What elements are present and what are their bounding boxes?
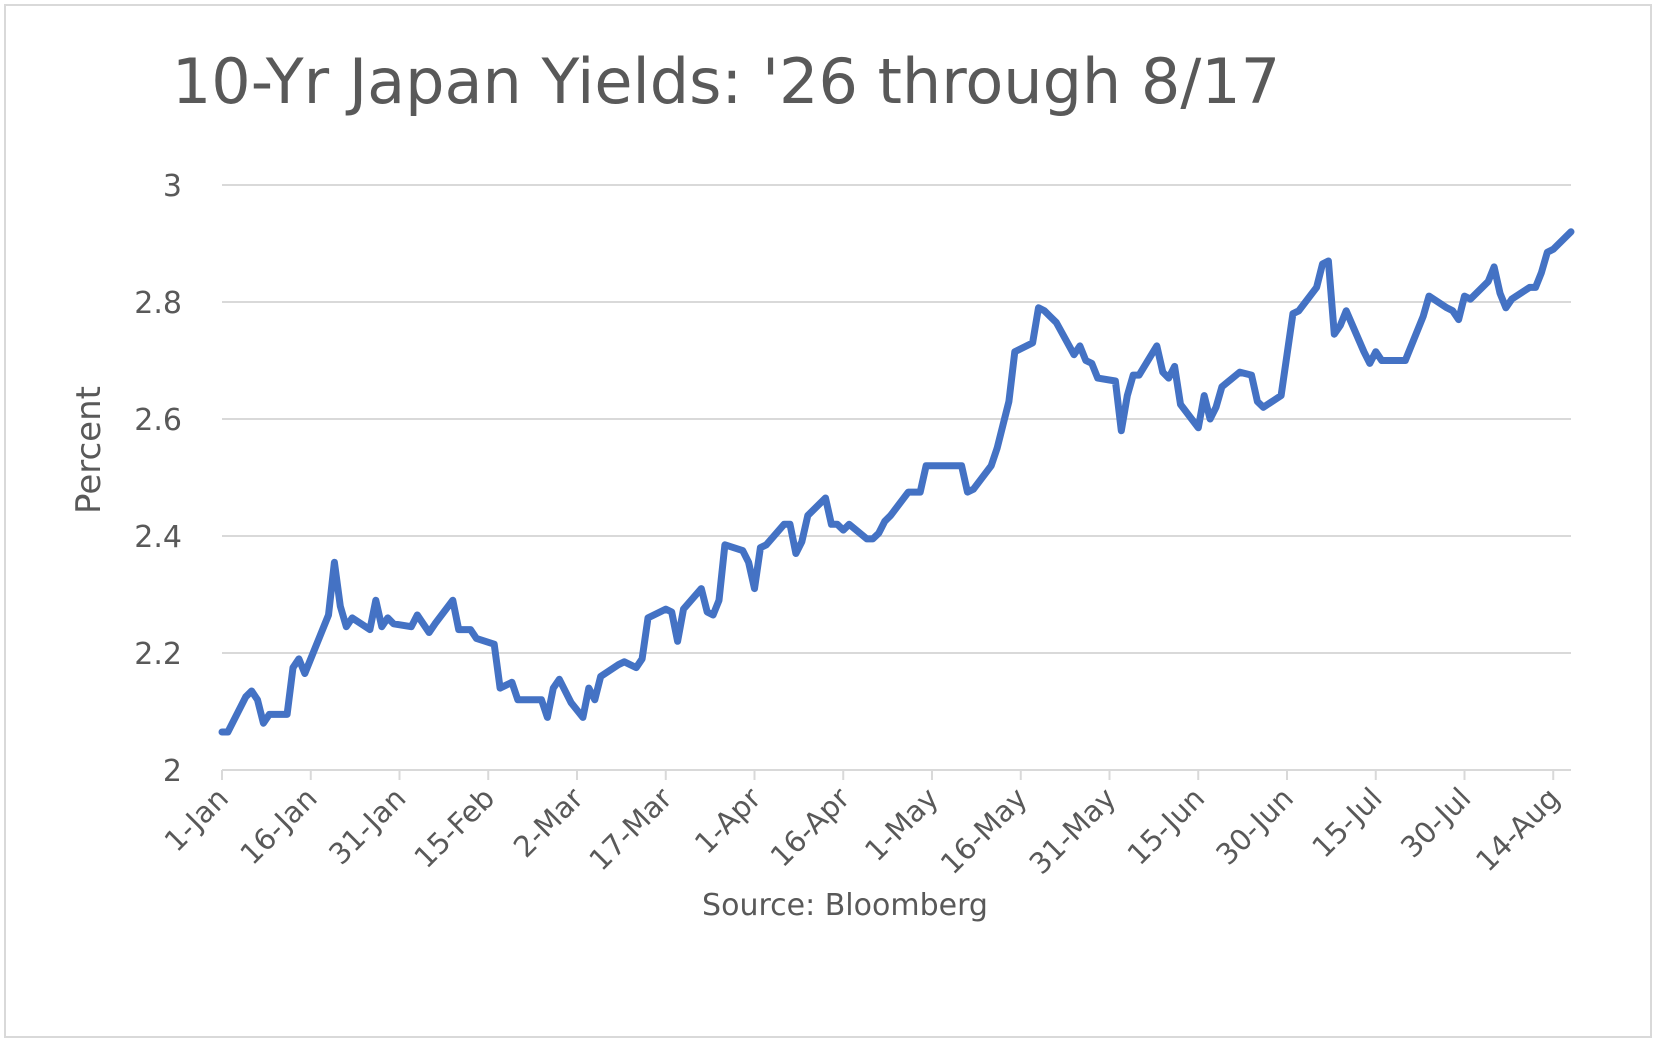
x-tick-label: 30-Jun [1209,781,1300,872]
y-tick-label: 2.8 [134,286,182,321]
x-tick-label: 16-Apr [764,781,857,874]
x-axis-label: Source: Bloomberg [702,888,988,923]
y-tick-label: 2.6 [134,403,182,438]
y-axis-label: Percent [69,386,109,514]
x-tick-label: 1-Jan [158,781,235,858]
x-tick-label: 15-Jun [1120,781,1211,872]
x-tick-label: 17-Mar [582,781,678,877]
x-tick-label: 2-Mar [507,781,590,864]
series-layer [218,228,1575,736]
y-axis-ticks: 2 2.2 2.4 2.6 2.8 3 [134,169,182,789]
x-tick-label: 14-Aug [1469,781,1566,878]
x-tick-label: 16-Jan [233,781,323,871]
x-tick-label: 1-Apr [688,781,768,861]
x-tick-label: 30-Jul [1394,781,1477,864]
x-tick-label: 16-May [934,781,1034,881]
y-tick-label: 2.4 [134,520,182,555]
gridlines [222,184,1571,654]
chart-title: 10-Yr Japan Yields: '26 through 8/17 [172,45,1280,118]
x-tick-label: 31-May [1023,781,1123,881]
x-tick-label: 15-Feb [407,781,501,875]
y-tick-label: 2.2 [134,637,182,672]
x-tick-label: 31-Jan [322,781,412,871]
series-line [218,228,1575,736]
x-tick-label: 15-Jul [1305,781,1388,864]
y-tick-label: 2 [163,754,182,789]
y-tick-label: 3 [163,169,182,204]
x-tick-label: 1-May [858,781,945,868]
